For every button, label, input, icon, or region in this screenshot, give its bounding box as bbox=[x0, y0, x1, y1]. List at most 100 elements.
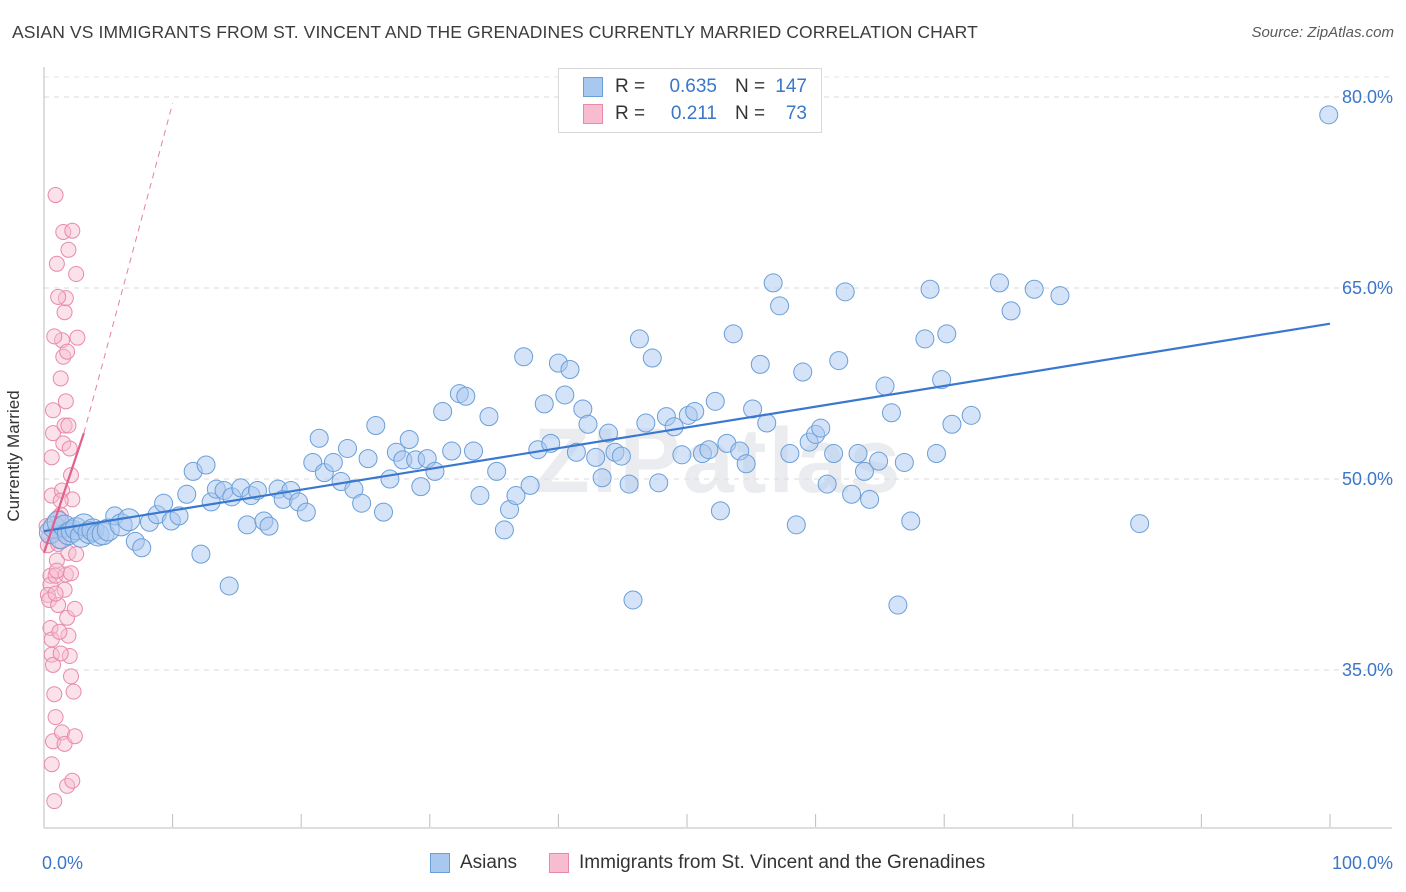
data-point-asians bbox=[191, 544, 211, 564]
legend-swatch-immigrants bbox=[549, 853, 570, 873]
data-point-asians bbox=[259, 516, 279, 536]
legend-item-immigrants: Immigrants from St. Vincent and the Gren… bbox=[549, 852, 985, 874]
data-point-asians bbox=[723, 324, 743, 344]
series-blue-points bbox=[38, 105, 1339, 615]
x-tick-label: 0.0% bbox=[42, 853, 83, 873]
data-point-asians bbox=[920, 279, 940, 299]
data-point-asians bbox=[132, 538, 152, 558]
data-point-immigrants bbox=[47, 585, 64, 602]
data-point-immigrants bbox=[60, 627, 77, 644]
data-point-asians bbox=[219, 576, 239, 596]
source-label: Source: ZipAtlas.com bbox=[1251, 24, 1394, 41]
y-tick-label: 35.0% bbox=[1342, 660, 1393, 680]
data-point-asians bbox=[323, 452, 343, 472]
data-point-immigrants bbox=[68, 265, 85, 282]
data-point-immigrants bbox=[64, 491, 81, 508]
data-point-asians bbox=[685, 402, 705, 422]
data-point-asians bbox=[599, 423, 619, 443]
data-point-asians bbox=[1130, 514, 1150, 534]
data-point-immigrants bbox=[57, 393, 74, 410]
x-tick-label: 100.0% bbox=[1332, 853, 1393, 873]
trend-line-immigrants-extension bbox=[83, 103, 174, 434]
legend-item-asians: Asians bbox=[430, 852, 517, 874]
data-point-asians bbox=[829, 351, 849, 371]
data-point-asians bbox=[520, 475, 540, 495]
data-point-immigrants bbox=[61, 647, 78, 664]
data-point-immigrants bbox=[45, 402, 62, 419]
data-point-immigrants bbox=[43, 449, 60, 466]
data-point-asians bbox=[901, 511, 921, 531]
data-point-asians bbox=[750, 354, 770, 374]
data-point-immigrants bbox=[60, 417, 77, 434]
data-point-asians bbox=[793, 362, 813, 382]
trend-line-asians bbox=[43, 322, 1331, 533]
data-point-immigrants bbox=[64, 772, 81, 789]
data-point-immigrants bbox=[66, 728, 83, 745]
data-point-asians bbox=[942, 414, 962, 434]
data-point-asians bbox=[817, 474, 837, 494]
data-point-immigrants bbox=[64, 222, 81, 239]
data-point-immigrants bbox=[45, 656, 62, 673]
data-point-asians bbox=[894, 452, 914, 472]
axes bbox=[43, 67, 1392, 829]
data-point-asians bbox=[932, 370, 952, 390]
data-point-asians bbox=[881, 403, 901, 423]
y-tick-label: 50.0% bbox=[1342, 469, 1393, 489]
data-point-asians bbox=[464, 441, 484, 461]
legend-r-value: 0.635 bbox=[669, 76, 717, 97]
data-point-immigrants bbox=[47, 187, 64, 204]
data-point-asians bbox=[309, 428, 329, 448]
data-point-asians bbox=[961, 405, 981, 425]
y-tick-label: 80.0% bbox=[1342, 87, 1393, 107]
data-point-asians bbox=[1050, 286, 1070, 306]
data-point-immigrants bbox=[43, 487, 60, 504]
data-point-asians bbox=[915, 329, 935, 349]
data-point-asians bbox=[926, 444, 946, 464]
data-point-asians bbox=[237, 515, 257, 535]
data-point-asians bbox=[629, 329, 649, 349]
data-point-asians bbox=[337, 438, 357, 458]
data-point-asians bbox=[835, 282, 855, 302]
data-point-asians bbox=[811, 418, 831, 438]
data-point-immigrants bbox=[63, 668, 80, 685]
data-point-asians bbox=[888, 595, 908, 615]
data-point-immigrants bbox=[56, 304, 73, 321]
data-point-asians bbox=[736, 454, 756, 474]
y-tick-label: 65.0% bbox=[1342, 278, 1393, 298]
data-point-immigrants bbox=[52, 645, 69, 662]
gridlines bbox=[44, 76, 1392, 671]
data-point-asians bbox=[869, 451, 889, 471]
data-point-asians bbox=[514, 347, 534, 367]
data-point-asians bbox=[619, 474, 639, 494]
data-point-immigrants bbox=[56, 581, 73, 598]
data-point-asians bbox=[786, 515, 806, 535]
data-point-asians bbox=[710, 501, 730, 521]
correlation-legend: R = 0.635 N = 147 R = 0.211 N = 73 bbox=[558, 68, 822, 133]
legend-n-label: N = bbox=[735, 103, 766, 124]
data-point-asians bbox=[848, 444, 868, 464]
data-point-asians bbox=[586, 447, 606, 467]
data-point-asians bbox=[374, 502, 394, 522]
data-point-asians bbox=[479, 407, 499, 427]
data-point-asians bbox=[672, 445, 692, 465]
data-point-immigrants bbox=[56, 417, 73, 434]
data-point-asians bbox=[860, 489, 880, 509]
data-point-asians bbox=[425, 461, 445, 481]
data-point-asians bbox=[743, 399, 763, 419]
series-pink-points bbox=[38, 187, 86, 810]
data-point-asians bbox=[854, 461, 874, 481]
data-point-immigrants bbox=[65, 683, 82, 700]
data-point-immigrants bbox=[46, 793, 63, 810]
data-point-immigrants bbox=[47, 709, 64, 726]
legend-label-asians: Asians bbox=[460, 852, 518, 873]
legend-n-label: N = bbox=[735, 76, 766, 97]
data-point-asians bbox=[780, 444, 800, 464]
data-point-asians bbox=[358, 449, 378, 469]
data-point-asians bbox=[433, 402, 453, 422]
data-point-immigrants bbox=[45, 425, 62, 442]
trend-lines bbox=[42, 103, 1331, 554]
data-point-asians bbox=[705, 391, 725, 411]
legend-n-value: 73 bbox=[785, 103, 807, 124]
data-point-asians bbox=[989, 273, 1009, 293]
data-point-immigrants bbox=[43, 756, 60, 773]
